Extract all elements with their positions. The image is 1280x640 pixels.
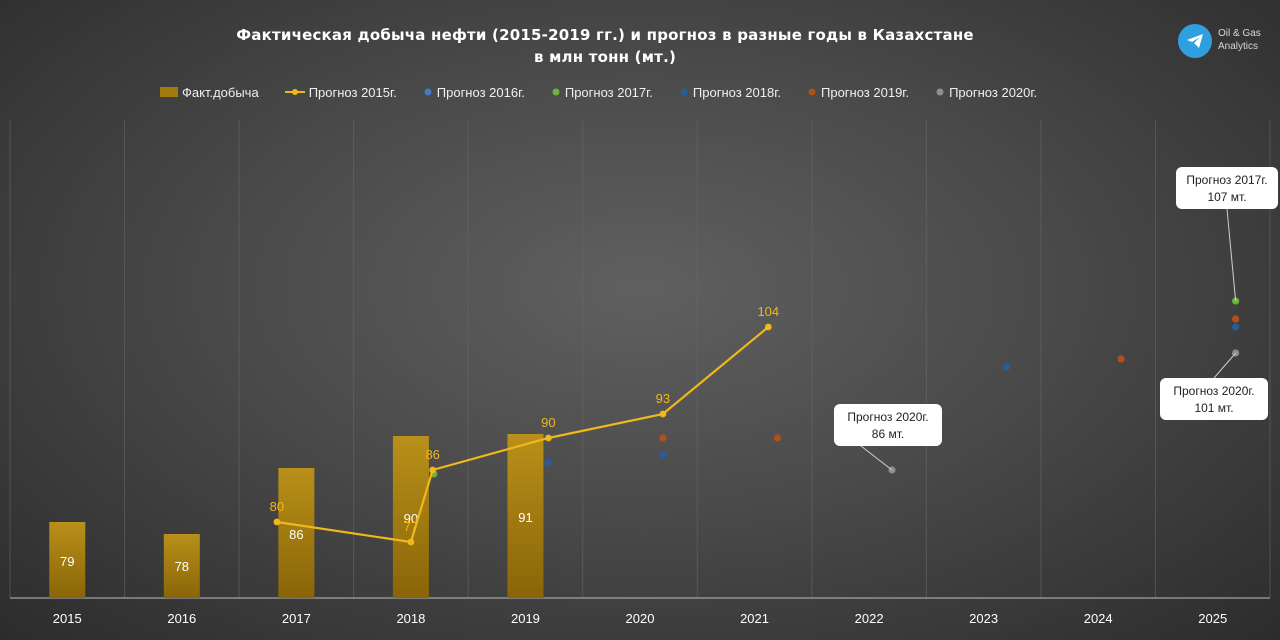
x-tick-label: 2015 xyxy=(53,611,82,626)
line-point xyxy=(407,538,415,546)
legend-swatch-dot xyxy=(424,88,432,96)
legend-label: Прогноз 2016г. xyxy=(436,84,525,100)
scatter-point xyxy=(659,451,667,459)
legend-item-2018: Прогноз 2018г. xyxy=(679,85,781,100)
legend-label: Прогноз 2015г. xyxy=(308,84,397,100)
bar xyxy=(392,436,429,598)
legend-item-2016: Прогноз 2016г. xyxy=(423,85,525,100)
line-data-label: 104 xyxy=(757,304,779,319)
scatter-point xyxy=(1117,355,1125,363)
callout-label: Прогноз 2020г. xyxy=(847,410,928,424)
chart-title: Фактическая добыча нефти (2015-2019 гг.)… xyxy=(0,24,1210,68)
line-data-label: 90 xyxy=(541,415,555,430)
legend-swatch-dot xyxy=(552,88,560,96)
scatter-point xyxy=(773,434,782,442)
x-tick-label: 2025 xyxy=(1198,611,1227,626)
callout-box xyxy=(834,404,942,446)
brand-name-line2: Analytics xyxy=(1218,41,1259,52)
line-point xyxy=(659,410,667,418)
legend-label: Прогноз 2019г. xyxy=(821,84,910,100)
scatter-point xyxy=(544,459,552,467)
bar-data-label: 91 xyxy=(518,510,532,525)
callout-label: Прогноз 2020г. xyxy=(1173,384,1254,398)
x-tick-label: 2018 xyxy=(396,611,425,626)
bar-data-label: 90 xyxy=(404,511,418,526)
callout-leader xyxy=(1213,352,1237,379)
line-point xyxy=(544,434,552,442)
callout-box xyxy=(1176,167,1278,209)
legend-swatch-dot xyxy=(936,88,944,96)
legend-swatch-bar xyxy=(160,87,178,97)
brand-logo[interactable]: Oil & Gas Analytics xyxy=(1178,24,1278,60)
bar-data-label: 78 xyxy=(175,559,189,574)
legend-label: Факт.добыча xyxy=(182,84,259,100)
brand-name-line1: Oil & Gas xyxy=(1218,28,1261,39)
legend-item-2020: Прогноз 2020г. xyxy=(935,85,1037,100)
x-tick-label: 2023 xyxy=(969,611,998,626)
bar xyxy=(278,468,315,598)
legend-swatch-line xyxy=(284,89,305,95)
legend-label: Прогноз 2017г. xyxy=(564,84,653,100)
scatter-point xyxy=(1232,315,1240,323)
line-point xyxy=(273,518,281,526)
callout-leader xyxy=(1226,208,1237,302)
x-tick-label: 2021 xyxy=(740,611,769,626)
scatter-point xyxy=(659,434,667,442)
legend-swatch-dot xyxy=(808,88,816,96)
chart-legend: Факт.добыча Прогноз 2015г. Прогноз 2016г… xyxy=(160,83,1063,101)
brand-name: Oil & Gas Analytics xyxy=(1218,27,1261,53)
legend-item-2019: Прогноз 2019г. xyxy=(807,85,909,100)
x-tick-label: 2022 xyxy=(855,611,884,626)
x-tick-label: 2016 xyxy=(167,611,196,626)
legend-label: Прогноз 2020г. xyxy=(949,84,1038,100)
line-data-label: 80 xyxy=(270,499,284,514)
callout-box xyxy=(1160,378,1268,420)
bar-data-label: 86 xyxy=(289,527,303,542)
bar xyxy=(163,534,200,598)
legend-item-fact: Факт.добыча xyxy=(160,85,259,100)
scatter-point xyxy=(1232,323,1240,331)
x-tick-label: 2024 xyxy=(1084,611,1113,626)
bar xyxy=(507,434,544,598)
callout-value: 107 мт. xyxy=(1207,190,1246,204)
line-data-label: 93 xyxy=(656,391,670,406)
callout-label: Прогноз 2017г. xyxy=(1186,173,1267,187)
line-series xyxy=(276,326,769,544)
line-point xyxy=(764,323,772,331)
legend-label: Прогноз 2018г. xyxy=(692,84,781,100)
x-tick-label: 2020 xyxy=(626,611,655,626)
chart-title-line2: в млн тонн (мт.) xyxy=(533,48,677,66)
line-data-label: 86 xyxy=(425,447,439,462)
telegram-icon xyxy=(1178,24,1212,58)
legend-swatch-dot xyxy=(680,88,688,96)
bar xyxy=(49,522,86,598)
bar-data-label: 79 xyxy=(60,554,74,569)
callout-value: 101 мт. xyxy=(1194,401,1233,415)
line-point xyxy=(429,466,437,474)
legend-item-2017: Прогноз 2017г. xyxy=(551,85,653,100)
callout-value: 86 мт. xyxy=(872,427,904,441)
scatter-point xyxy=(1002,363,1011,371)
line-data-label: 77 xyxy=(404,519,418,534)
legend-item-2015: Прогноз 2015г. xyxy=(284,84,397,100)
x-tick-label: 2019 xyxy=(511,611,540,626)
x-tick-label: 2017 xyxy=(282,611,311,626)
chart-title-line1: Фактическая добыча нефти (2015-2019 гг.)… xyxy=(236,26,974,44)
